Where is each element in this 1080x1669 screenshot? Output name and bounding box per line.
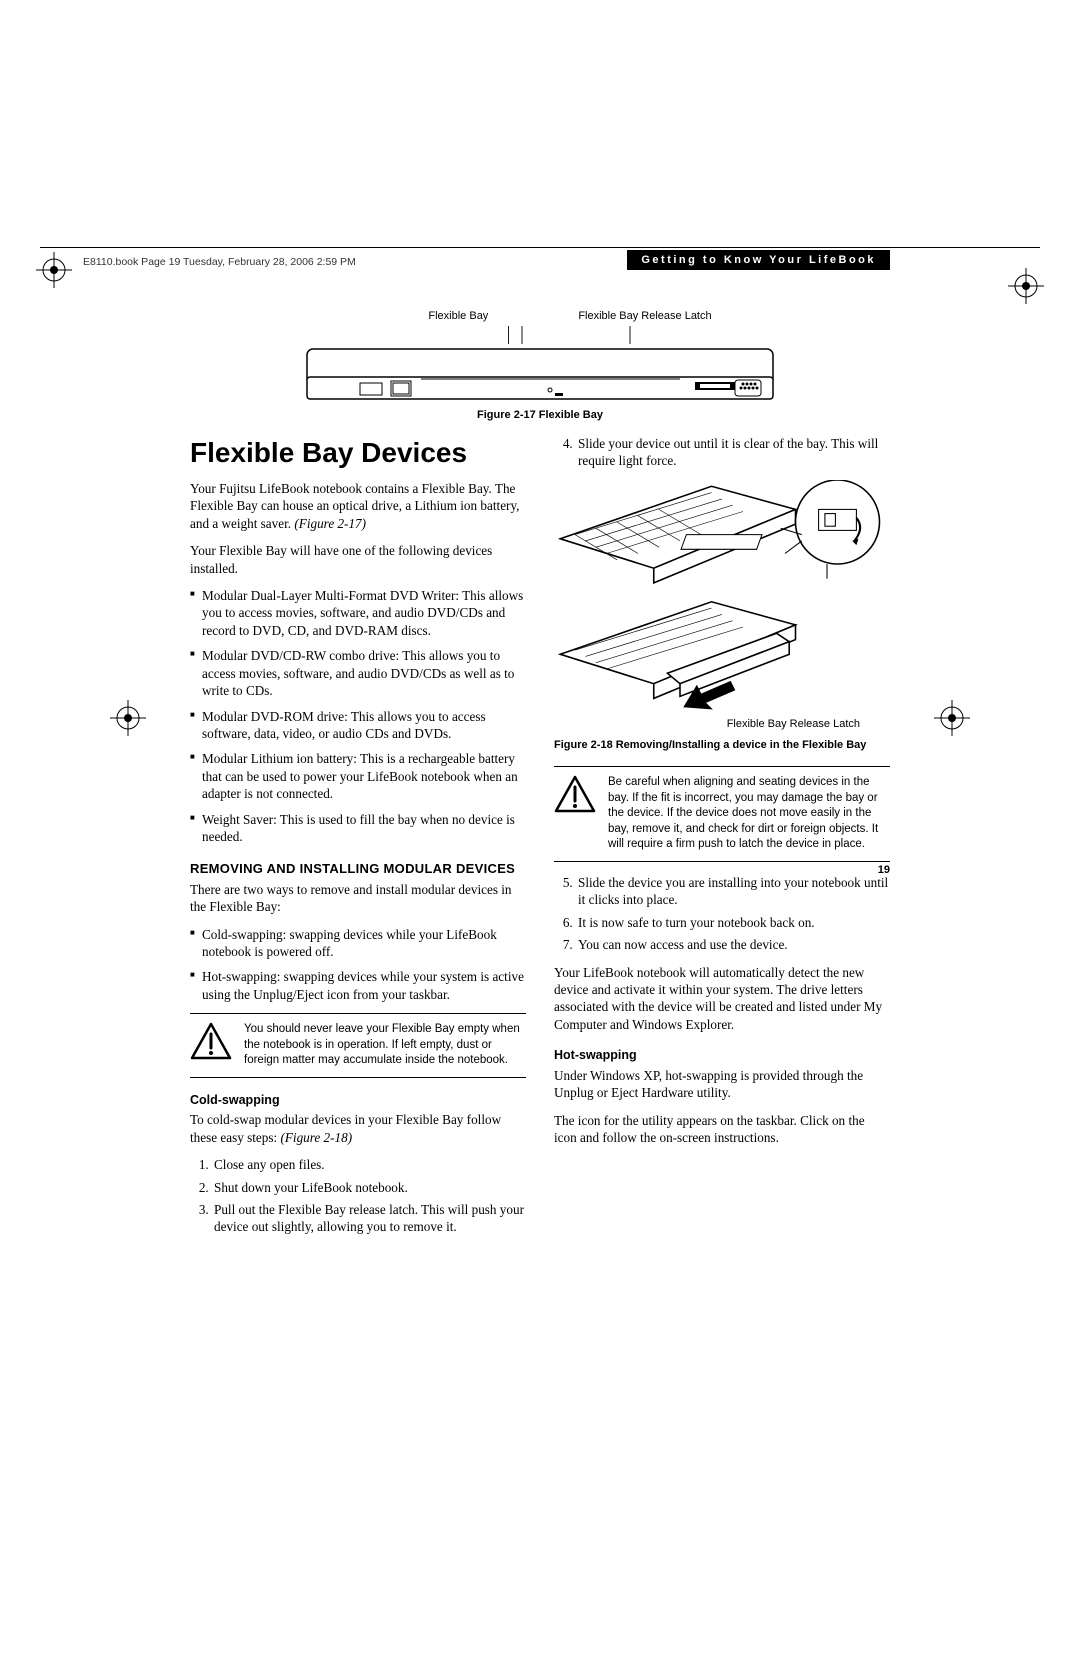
intro-paragraph-2: Your Flexible Bay will have one of the f… (190, 542, 526, 577)
page-number: 19 (878, 864, 890, 876)
diagram-label-flexible-bay: Flexible Bay (428, 310, 488, 322)
auto-detect-paragraph: Your LifeBook notebook will automaticall… (554, 964, 890, 1034)
book-meta: E8110.book Page 19 Tuesday, February 28,… (83, 256, 356, 268)
fig-ref-2-17: (Figure 2-17) (294, 516, 366, 531)
caution-note-1: You should never leave your Flexible Bay… (190, 1013, 526, 1078)
figure-2-17-caption: Figure 2-17 Flexible Bay (190, 409, 890, 421)
figure-2-18-caption: Figure 2-18 Removing/Installing a device… (554, 738, 890, 753)
intro-paragraph-1: Your Fujitsu LifeBook notebook contains … (190, 480, 526, 532)
reg-mark-top-right (1008, 268, 1044, 304)
reg-mark-top-left (36, 252, 72, 288)
removing-installing-heading: REMOVING AND INSTALLING MODULAR DEVICES (190, 860, 526, 877)
diagram-leader-lines (305, 326, 775, 344)
module-list: Modular Dual-Layer Multi-Format DVD Writ… (190, 587, 526, 845)
caution-note-2: Be careful when aligning and seating dev… (554, 766, 890, 862)
release-latch-label: Flexible Bay Release Latch (554, 717, 890, 732)
hot-swapping-heading: Hot-swapping (554, 1047, 890, 1064)
figure-2-18-diagram (554, 480, 890, 715)
reg-mark-mid-right (934, 700, 970, 736)
caution-icon (554, 775, 596, 813)
list-item: Slide your device out until it is clear … (576, 435, 890, 470)
list-item: Modular DVD/CD-RW combo drive: This allo… (190, 647, 526, 699)
caution-text: Be careful when aligning and seating dev… (608, 775, 890, 853)
hot-p2: The icon for the utility appears on the … (554, 1112, 890, 1147)
list-item: Modular Dual-Layer Multi-Format DVD Writ… (190, 587, 526, 639)
caution-text: You should never leave your Flexible Bay… (244, 1022, 526, 1069)
hot-p1: Under Windows XP, hot-swapping is provid… (554, 1067, 890, 1102)
reg-mark-mid-left (110, 700, 146, 736)
cold-intro: To cold-swap modular devices in your Fle… (190, 1111, 526, 1146)
caution-icon (190, 1022, 232, 1060)
left-column: Flexible Bay Devices Your Fujitsu LifeBo… (190, 435, 526, 1246)
list-item: Weight Saver: This is used to fill the b… (190, 811, 526, 846)
list-item: Pull out the Flexible Bay release latch.… (212, 1201, 526, 1236)
page-title: Flexible Bay Devices (190, 435, 526, 472)
list-item: Modular Lithium ion battery: This is a r… (190, 750, 526, 802)
header-rule (40, 247, 1040, 248)
list-item: Close any open files. (212, 1156, 526, 1173)
list-item: Shut down your LifeBook notebook. (212, 1179, 526, 1196)
list-item: It is now safe to turn your notebook bac… (576, 914, 890, 931)
list-item: You can now access and use the device. (576, 936, 890, 953)
right-column: Slide your device out until it is clear … (554, 435, 890, 1246)
cold-swapping-heading: Cold-swapping (190, 1092, 526, 1109)
cold-steps-right: Slide the device you are installing into… (554, 874, 890, 954)
cold-step-4: Slide your device out until it is clear … (554, 435, 890, 470)
list-item: Cold-swapping: swapping devices while yo… (190, 926, 526, 961)
section-header: Getting to Know Your LifeBook (627, 250, 890, 270)
fig-ref-2-18: (Figure 2-18) (280, 1130, 352, 1145)
diagram-label-release-latch: Flexible Bay Release Latch (578, 310, 711, 322)
list-item: Hot-swapping: swapping devices while you… (190, 968, 526, 1003)
removing-intro: There are two ways to remove and install… (190, 881, 526, 916)
swap-methods-list: Cold-swapping: swapping devices while yo… (190, 926, 526, 1004)
side-view-diagram (305, 347, 775, 403)
list-item: Modular DVD-ROM drive: This allows you t… (190, 708, 526, 743)
diagram-label-row: Flexible Bay Flexible Bay Release Latch (190, 310, 890, 347)
list-item: Slide the device you are installing into… (576, 874, 890, 909)
cold-steps-left: Close any open files. Shut down your Lif… (190, 1156, 526, 1236)
